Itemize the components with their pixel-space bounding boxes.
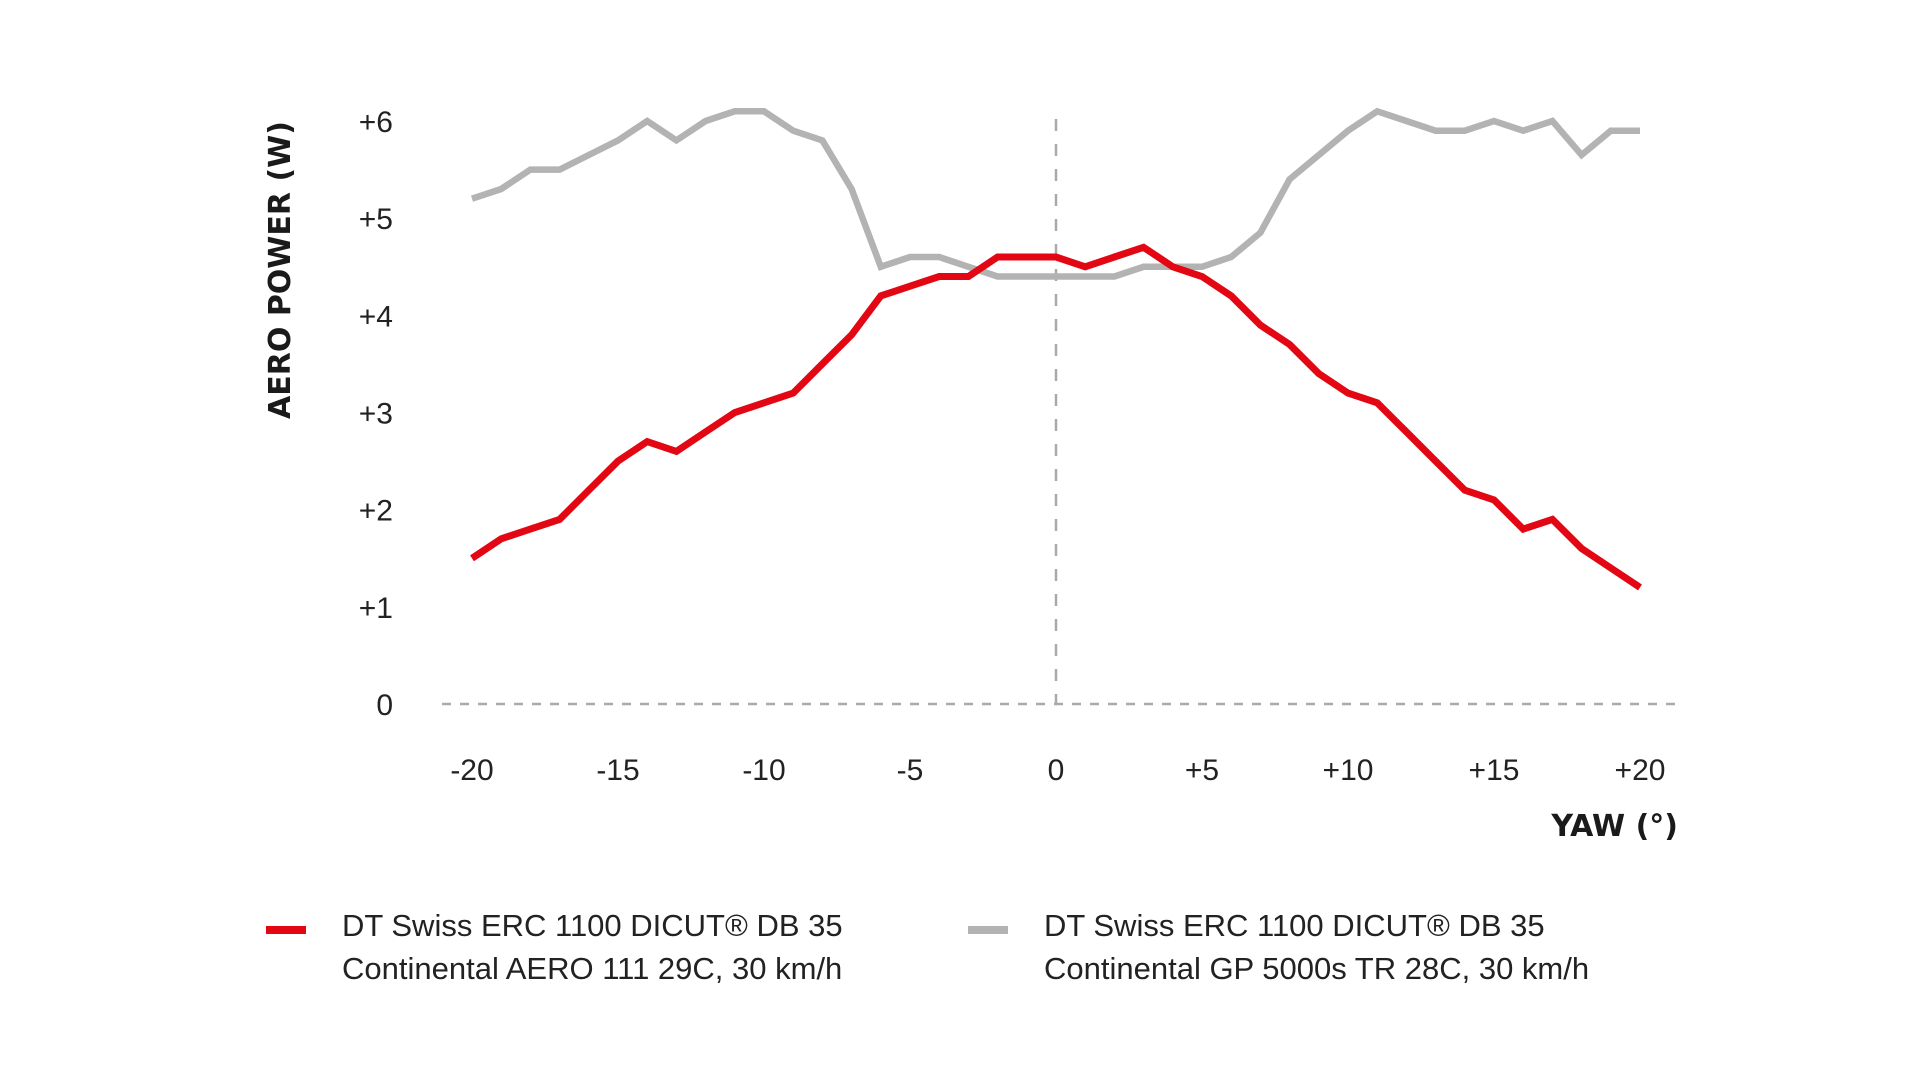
x-tick-label: +10 [1323, 754, 1374, 787]
legend-item-gp-5000s: DT Swiss ERC 1100 DICUT® DB 35 Continent… [968, 904, 1589, 990]
y-tick-label: +5 [359, 203, 393, 236]
y-tick-label: +4 [359, 300, 393, 333]
legend-swatch-red [266, 926, 306, 934]
legend: DT Swiss ERC 1100 DICUT® DB 35 Continent… [968, 904, 1589, 990]
legend-line-1: DT Swiss ERC 1100 DICUT® DB 35 [342, 908, 843, 943]
legend-line-2: Continental AERO 111 29C, 30 km/h [342, 951, 843, 986]
y-tick-label: +1 [359, 592, 393, 625]
series-line-aero-111 [470, 243, 1642, 591]
y-axis-title: AERO POWER (W) [263, 121, 298, 419]
series-lines [470, 107, 1642, 591]
x-tick-label: +20 [1615, 754, 1666, 787]
y-tick-label: +2 [359, 495, 393, 528]
x-tick-label: -10 [742, 754, 785, 787]
x-tick-label: -15 [596, 754, 639, 787]
series-line-gp-5000s [470, 107, 1640, 280]
x-axis-title: YAW (°) [1550, 809, 1678, 844]
legend-swatch-gray [968, 926, 1008, 934]
x-tick-label: -5 [897, 754, 924, 787]
x-tick-label: +5 [1185, 754, 1219, 787]
x-axis-ticks: -20 -15 -10 -5 0 +5 +10 +15 +20 [450, 754, 1665, 787]
reference-lines [442, 119, 1678, 706]
legend-item-aero-111: DT Swiss ERC 1100 DICUT® DB 35 Continent… [266, 904, 843, 990]
x-tick-label: -20 [450, 754, 493, 787]
x-tick-label: 0 [1048, 754, 1065, 787]
y-tick-label: 0 [376, 689, 393, 722]
legend-line-2: Continental GP 5000s TR 28C, 30 km/h [1044, 951, 1590, 986]
legend-label: DT Swiss ERC 1100 DICUT® DB 35 Continent… [342, 904, 843, 990]
legend: DT Swiss ERC 1100 DICUT® DB 35 Continent… [266, 904, 843, 990]
legend-label: DT Swiss ERC 1100 DICUT® DB 35 Continent… [1044, 904, 1589, 990]
y-axis-ticks: 0 +1 +2 +3 +4 +5 +6 [359, 106, 393, 722]
y-tick-label: +6 [359, 106, 393, 139]
x-tick-label: +15 [1469, 754, 1520, 787]
y-tick-label: +3 [359, 398, 393, 431]
legend-line-1: DT Swiss ERC 1100 DICUT® DB 35 [1044, 908, 1545, 943]
